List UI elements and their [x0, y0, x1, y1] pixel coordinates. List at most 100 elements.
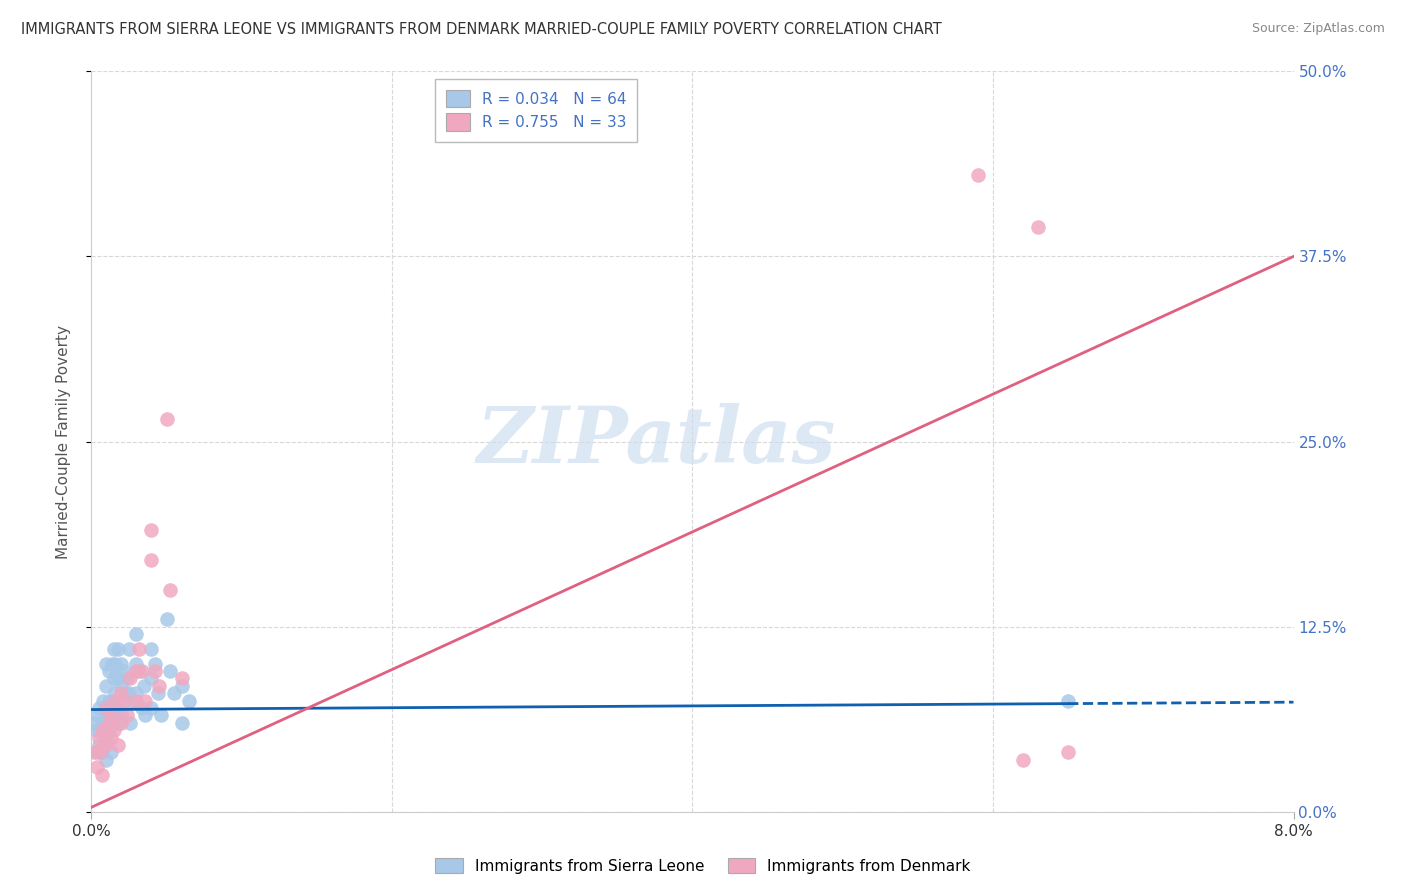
Point: [86, 708, 108, 723]
Point: [101, 694, 124, 708]
Point: [163, 686, 186, 700]
Legend: R = 0.034   N = 64, R = 0.755   N = 33: R = 0.034 N = 64, R = 0.755 N = 33: [434, 79, 637, 142]
Point: [96, 657, 118, 671]
Point: [103, 723, 125, 738]
Point: [89, 746, 111, 760]
Point: [101, 657, 124, 671]
Point: [103, 708, 125, 723]
Point: [104, 657, 127, 671]
Point: [967, 168, 990, 182]
Point: [177, 694, 200, 708]
Point: [110, 708, 132, 723]
Point: [96, 738, 118, 752]
Point: [107, 641, 129, 656]
Point: [104, 686, 127, 700]
Point: [120, 715, 142, 730]
Point: [100, 746, 122, 760]
Point: [141, 524, 163, 538]
Point: [128, 664, 150, 678]
Point: [90, 767, 112, 781]
Point: [141, 701, 163, 715]
Point: [110, 715, 132, 730]
Point: [84, 723, 107, 738]
Point: [141, 672, 163, 686]
Point: [107, 715, 129, 730]
Point: [1012, 753, 1035, 767]
Point: [103, 672, 125, 686]
Point: [125, 657, 148, 671]
Point: [149, 708, 172, 723]
Point: [114, 694, 136, 708]
Point: [98, 664, 121, 678]
Point: [110, 657, 132, 671]
Point: [143, 664, 166, 678]
Point: [131, 664, 153, 678]
Point: [120, 672, 142, 686]
Point: [148, 679, 170, 693]
Point: [159, 582, 181, 597]
Point: [155, 612, 177, 626]
Point: [143, 657, 166, 671]
Point: [128, 641, 150, 656]
Point: [117, 708, 139, 723]
Text: Source: ZipAtlas.com: Source: ZipAtlas.com: [1251, 22, 1385, 36]
Point: [94, 738, 117, 752]
Point: [170, 715, 193, 730]
Point: [131, 701, 153, 715]
Point: [96, 701, 118, 715]
Point: [125, 664, 148, 678]
Point: [170, 672, 193, 686]
Point: [107, 672, 129, 686]
Point: [117, 672, 139, 686]
Point: [118, 686, 141, 700]
Point: [100, 731, 122, 745]
Point: [89, 723, 111, 738]
Point: [98, 723, 121, 738]
Point: [96, 708, 118, 723]
Point: [141, 553, 163, 567]
Text: IMMIGRANTS FROM SIERRA LEONE VS IMMIGRANTS FROM DENMARK MARRIED-COUPLE FAMILY PO: IMMIGRANTS FROM SIERRA LEONE VS IMMIGRAN…: [21, 22, 942, 37]
Text: ZIPatlas: ZIPatlas: [477, 403, 837, 480]
Point: [98, 694, 121, 708]
Point: [96, 753, 118, 767]
Point: [125, 686, 148, 700]
Point: [141, 641, 163, 656]
Point: [86, 760, 108, 774]
Point: [134, 694, 156, 708]
Point: [93, 694, 115, 708]
Y-axis label: Married-Couple Family Poverty: Married-Couple Family Poverty: [56, 325, 70, 558]
Point: [105, 701, 128, 715]
Point: [104, 694, 127, 708]
Point: [96, 731, 118, 745]
Point: [125, 694, 148, 708]
Point: [87, 701, 110, 715]
Point: [114, 694, 136, 708]
Point: [90, 746, 112, 760]
Point: [110, 686, 132, 700]
Point: [1057, 746, 1080, 760]
Point: [87, 731, 110, 745]
Point: [114, 664, 136, 678]
Point: [93, 723, 115, 738]
Point: [132, 679, 155, 693]
Point: [1026, 219, 1049, 234]
Point: [83, 715, 105, 730]
Point: [103, 641, 125, 656]
Point: [146, 686, 169, 700]
Point: [93, 723, 115, 738]
Point: [98, 715, 121, 730]
Point: [83, 746, 105, 760]
Legend: Immigrants from Sierra Leone, Immigrants from Denmark: Immigrants from Sierra Leone, Immigrants…: [429, 852, 977, 880]
Point: [115, 686, 138, 700]
Point: [86, 746, 108, 760]
Point: [96, 679, 118, 693]
Point: [118, 641, 141, 656]
Point: [101, 708, 124, 723]
Point: [90, 715, 112, 730]
Point: [107, 738, 129, 752]
Point: [110, 679, 132, 693]
Point: [121, 694, 143, 708]
Point: [170, 679, 193, 693]
Point: [134, 708, 156, 723]
Point: [87, 738, 110, 752]
